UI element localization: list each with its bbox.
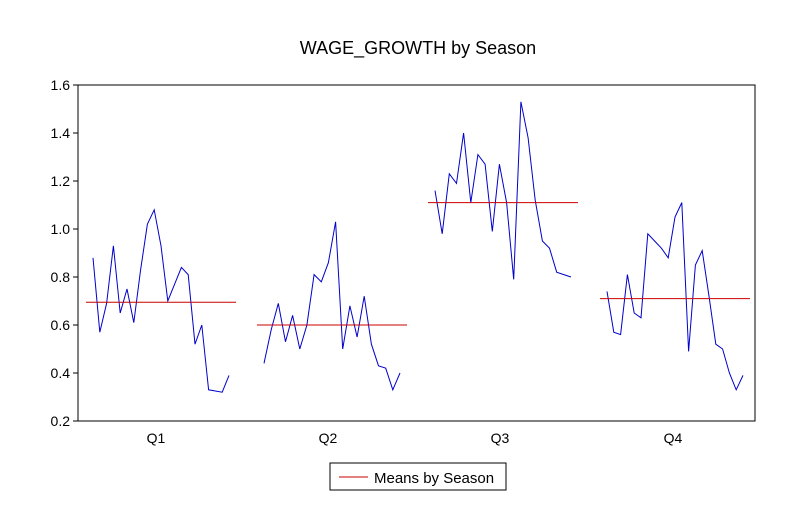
series-line-q4 [606, 202, 744, 392]
y-tick-label: 1.2 [51, 173, 71, 189]
y-tick-label: 1.4 [51, 125, 71, 141]
legend: Means by Season [329, 462, 507, 491]
x-tick-label-q2: Q2 [319, 430, 338, 446]
y-tick-label: 0.4 [51, 365, 71, 381]
x-axis: Q1 Q2 Q3 Q4 [147, 430, 683, 446]
y-tick-label: 0.8 [51, 269, 71, 285]
y-axis: 0.2 0.4 0.6 0.8 1.0 1.2 1.4 1.6 [51, 77, 78, 429]
legend-label-means: Means by Season [374, 470, 494, 487]
series-layer [92, 101, 744, 393]
y-tick-label: 0.2 [51, 413, 71, 429]
chart-title: WAGE_GROWTH by Season [300, 38, 536, 59]
series-line-q2 [263, 221, 401, 392]
series-line-q1 [92, 208, 230, 393]
y-tick-label: 1.6 [51, 77, 71, 93]
y-tick-label: 1.0 [51, 221, 71, 237]
x-tick-label-q4: Q4 [664, 430, 683, 446]
x-tick-label-q3: Q3 [491, 430, 510, 446]
y-tick-label: 0.6 [51, 317, 71, 333]
plot-frame [77, 84, 756, 422]
x-tick-label-q1: Q1 [147, 430, 166, 446]
series-line-q3 [434, 101, 572, 280]
means-layer [86, 202, 750, 326]
